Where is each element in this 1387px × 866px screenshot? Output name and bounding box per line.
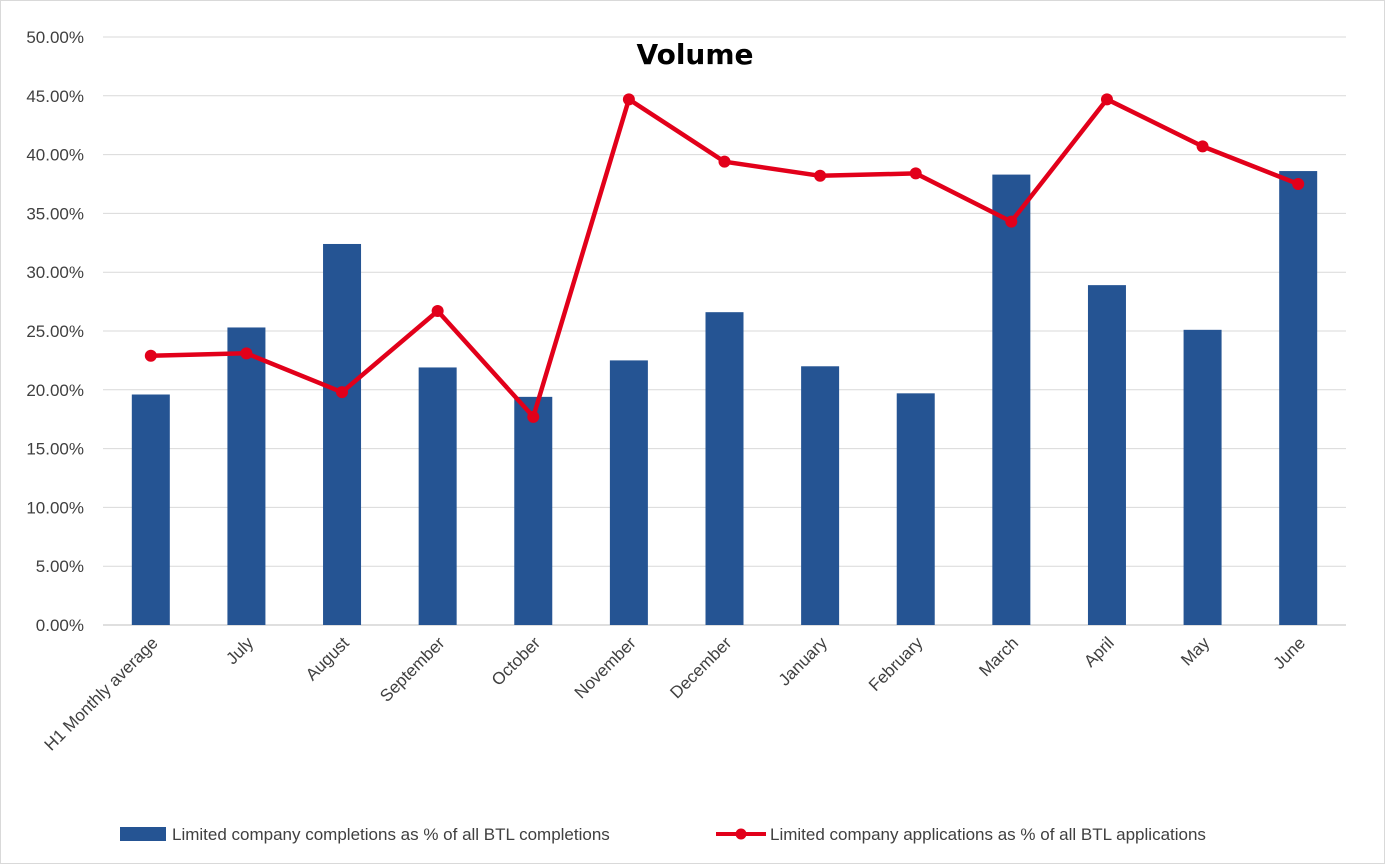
y-tick-label: 25.00% (26, 322, 84, 341)
x-tick-label: December (666, 633, 735, 702)
line-point (814, 169, 827, 182)
y-tick-label: 5.00% (36, 557, 84, 576)
y-tick-label: 20.00% (26, 381, 84, 400)
bar (801, 366, 840, 625)
x-tick-label: January (775, 633, 832, 690)
line-point (1196, 140, 1209, 153)
bar (705, 312, 744, 625)
x-tick-label: June (1270, 633, 1310, 673)
bar (1279, 171, 1318, 625)
bar (227, 327, 266, 625)
legend-swatch-completions (120, 827, 166, 841)
y-tick-label: 10.00% (26, 498, 84, 517)
bar (609, 360, 648, 625)
x-tick-label: H1 Monthly average (41, 633, 162, 754)
bar (1183, 329, 1222, 625)
line-point (718, 155, 731, 168)
line-series (144, 93, 1305, 423)
legend: Limited company completions as % of all … (120, 825, 1206, 844)
line-point (1005, 215, 1018, 228)
x-tick-label: November (571, 633, 640, 702)
line-point (527, 410, 540, 423)
x-tick-label: August (302, 633, 353, 684)
y-tick-label: 50.00% (26, 28, 84, 47)
bar (131, 394, 170, 625)
line-point (622, 93, 635, 106)
y-tick-label: 0.00% (36, 616, 84, 635)
line-point (144, 349, 157, 362)
legend-label-completions: Limited company completions as % of all … (172, 825, 610, 844)
bar-series (131, 171, 1318, 626)
legend-swatch-applications-marker (735, 828, 747, 840)
y-tick-label: 40.00% (26, 146, 84, 165)
bar (514, 396, 553, 625)
x-tick-label: February (865, 633, 927, 695)
bar (992, 174, 1031, 626)
bar (1087, 285, 1126, 625)
y-tick-label: 45.00% (26, 87, 84, 106)
bar (418, 367, 457, 625)
x-tick-label: October (488, 633, 544, 689)
y-axis-ticks: 0.00% 5.00% 10.00% 15.00% 20.00% 25.00% 30.00%… (26, 28, 84, 635)
line-point (1100, 93, 1113, 106)
legend-label-applications: Limited company applications as % of all… (770, 825, 1206, 844)
y-tick-label: 30.00% (26, 263, 84, 282)
x-tick-label: April (1080, 633, 1117, 670)
x-tick-label: March (975, 633, 1022, 680)
gridlines (103, 36, 1346, 626)
line-point (240, 347, 253, 360)
line-point (336, 386, 349, 399)
x-axis-ticks: H1 Monthly average July August September Oct… (41, 633, 1309, 754)
line-point (909, 167, 922, 180)
bar (896, 393, 935, 625)
line-point (431, 305, 444, 318)
bar (323, 243, 362, 625)
y-tick-label: 35.00% (26, 204, 84, 223)
x-tick-label: September (376, 633, 448, 705)
line-point (1292, 178, 1305, 190)
y-tick-label: 15.00% (26, 440, 84, 459)
x-tick-label: May (1177, 633, 1213, 669)
x-tick-label: July (222, 633, 257, 668)
chart-title: Volume (636, 38, 753, 71)
